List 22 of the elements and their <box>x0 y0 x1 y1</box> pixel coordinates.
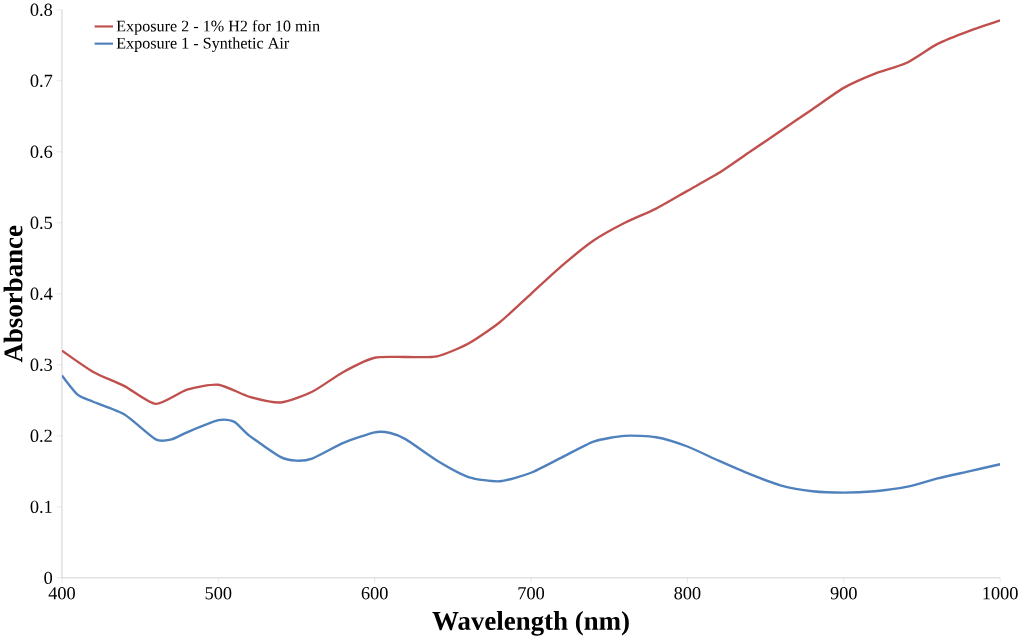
y-tick-label: 0.8 <box>30 3 53 16</box>
x-tick-label: 600 <box>361 586 388 600</box>
x-axis-title: Wavelength (nm) <box>432 610 629 636</box>
legend-label: Exposure 2 - 1% H2 for 10 min <box>116 19 320 35</box>
x-tick-label: 1000 <box>983 586 1018 600</box>
y-tick-label: 0.6 <box>30 145 53 158</box>
x-tick-label: 700 <box>518 586 545 600</box>
y-tick-label: 0.2 <box>30 429 52 442</box>
y-tick-label: 0.1 <box>30 500 52 513</box>
legend-label: Exposure 1 - Synthetic Air <box>116 37 290 52</box>
y-tick-label: 0 <box>44 571 53 584</box>
x-tick-label: 500 <box>205 586 232 600</box>
y-tick-label: 0.7 <box>30 74 53 87</box>
y-tick-label: 0.3 <box>30 358 53 371</box>
y-tick-label: 0.5 <box>30 216 53 229</box>
x-tick-label: 400 <box>48 586 75 600</box>
x-tick-label: 900 <box>830 586 857 600</box>
line-series <box>61 19 1001 405</box>
y-tick-label: 0.4 <box>30 287 53 300</box>
y-axis-title: Absorbance <box>3 225 23 363</box>
x-tick-label: 800 <box>674 586 701 600</box>
line-series <box>61 374 1001 494</box>
